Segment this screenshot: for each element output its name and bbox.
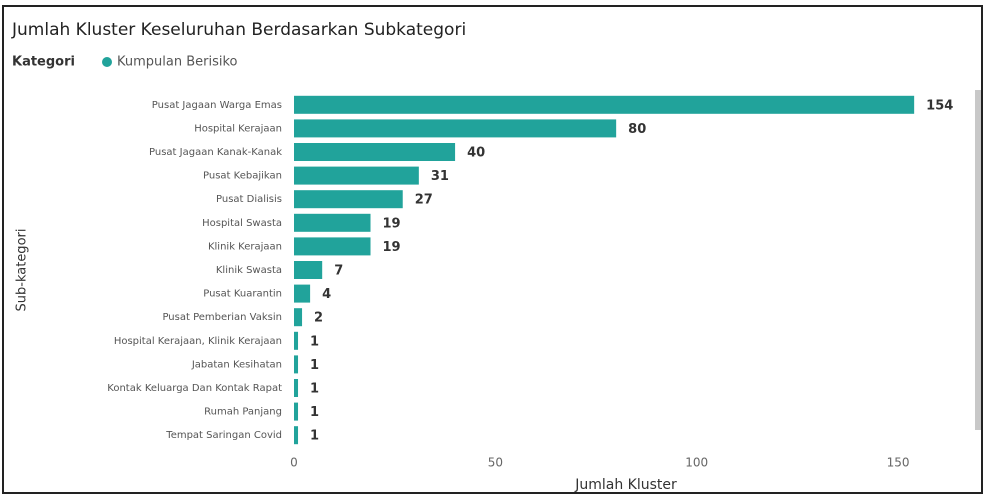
y-tick-label: Klinik Swasta xyxy=(216,265,282,276)
y-tick-label: Kontak Keluarga Dan Kontak Rapat xyxy=(107,383,282,394)
x-tick-label: 0 xyxy=(290,456,298,470)
data-label: 1 xyxy=(310,405,319,420)
data-label: 154 xyxy=(926,98,953,113)
bar xyxy=(294,379,299,397)
data-label: 1 xyxy=(310,334,319,349)
data-label: 1 xyxy=(310,429,319,444)
y-tick-label: Jabatan Kesihatan xyxy=(191,359,282,370)
bar xyxy=(294,261,323,279)
data-label: 31 xyxy=(431,169,449,184)
x-axis-label: Jumlah Kluster xyxy=(574,477,677,493)
bar xyxy=(294,119,617,138)
data-label: 40 xyxy=(467,146,485,161)
bar xyxy=(294,213,371,232)
bar xyxy=(294,355,299,374)
data-label: 1 xyxy=(310,382,319,397)
legend-title: Kategori xyxy=(12,55,75,70)
y-tick-label: Pusat Kuarantin xyxy=(203,289,282,300)
data-label: 19 xyxy=(383,240,401,255)
bar xyxy=(294,237,371,256)
bar xyxy=(294,402,299,421)
x-tick-label: 50 xyxy=(488,456,503,470)
y-tick-label: Tempat Saringan Covid xyxy=(165,430,282,441)
bar xyxy=(294,190,403,209)
data-label: 4 xyxy=(322,287,331,302)
y-tick-label: Hospital Swasta xyxy=(202,218,282,229)
bar xyxy=(294,143,456,161)
chart-title: Jumlah Kluster Keseluruhan Berdasarkan S… xyxy=(11,20,466,40)
y-tick-label: Pusat Kebajikan xyxy=(203,171,282,182)
data-label: 27 xyxy=(415,193,433,208)
bar xyxy=(294,426,299,445)
data-label: 2 xyxy=(314,311,323,326)
y-tick-label: Pusat Jagaan Kanak-Kanak xyxy=(149,147,282,158)
x-tick-label: 150 xyxy=(887,456,910,470)
y-tick-label: Hospital Kerajaan xyxy=(194,123,282,134)
y-tick-label: Klinik Kerajaan xyxy=(208,241,282,252)
bar xyxy=(294,166,419,185)
data-label: 7 xyxy=(334,264,343,279)
legend-label: Kumpulan Berisiko xyxy=(117,55,238,70)
legend-swatch xyxy=(102,57,112,67)
y-axis-label: Sub-kategori xyxy=(15,229,30,312)
bar xyxy=(294,308,303,327)
data-label: 80 xyxy=(628,122,646,137)
y-tick-label: Pusat Dialisis xyxy=(216,194,282,205)
scrollbar xyxy=(975,90,981,430)
data-label: 1 xyxy=(310,358,319,373)
y-tick-label: Rumah Panjang xyxy=(204,407,282,418)
bar xyxy=(294,95,915,114)
bar xyxy=(294,331,299,350)
bar xyxy=(294,284,311,303)
frame xyxy=(2,5,983,494)
y-tick-label: Hospital Kerajaan, Klinik Kerajaan xyxy=(114,336,282,347)
y-tick-label: Pusat Pemberian Vaksin xyxy=(162,312,282,323)
y-tick-label: Pusat Jagaan Warga Emas xyxy=(152,100,282,111)
data-label: 19 xyxy=(383,216,401,231)
x-tick-label: 100 xyxy=(685,456,708,470)
